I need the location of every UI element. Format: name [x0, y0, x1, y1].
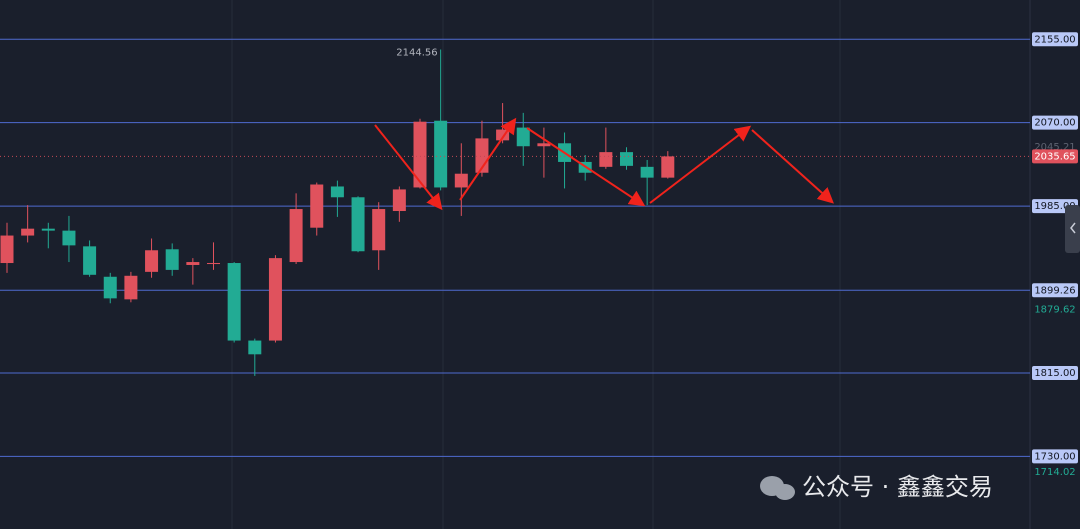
candle-body [186, 262, 200, 265]
candle-body [0, 235, 14, 264]
price-label: 1714.02 [1034, 467, 1075, 478]
candle-body [661, 156, 675, 178]
candle-body [537, 143, 551, 147]
y-tick-label: 1815.00 [1034, 368, 1075, 379]
price-label-box [1032, 32, 1078, 47]
faded-price-label: 2045.21 [1034, 142, 1075, 153]
y-tick-label: 2155.00 [1034, 34, 1075, 45]
plot: 2155.00 2070.00 1985.00 1899.26 1815.00 1730.… [0, 32, 1078, 478]
candle-body [83, 246, 97, 275]
candle-body [640, 166, 654, 178]
candle-body [372, 209, 386, 251]
watermark: 公众号 · 鑫鑫交易 [802, 473, 993, 501]
candle-body [41, 228, 55, 231]
candle-body [310, 184, 324, 228]
price-label-box [1032, 283, 1078, 298]
candle-body [165, 249, 179, 270]
candle-body [351, 197, 365, 252]
candle-body [21, 228, 35, 236]
candle-body [268, 258, 282, 341]
candle-body [124, 275, 138, 300]
watermark-logo [760, 476, 795, 500]
y-tick-label: 1985.00 [1034, 201, 1075, 212]
candle-body [392, 189, 406, 212]
candle-body [62, 230, 76, 246]
candle-body [103, 276, 117, 299]
price-label-box [1032, 449, 1078, 464]
y-tick-label: 2070.00 [1034, 118, 1075, 129]
candle-body [599, 152, 613, 167]
y-tick-label: 1899.26 [1034, 285, 1075, 296]
candle-body [227, 263, 241, 341]
last-price-label: 2035.65 [1034, 151, 1075, 162]
candle-body [620, 152, 633, 166]
collapse-icon [1070, 222, 1076, 234]
candle-body [207, 263, 220, 265]
candle-body [454, 173, 468, 188]
high-annotation: 2144.56 [396, 48, 437, 59]
price-label: 1879.62 [1034, 305, 1075, 316]
y-tick-label: 1730.00 [1034, 451, 1075, 462]
price-label-box [1032, 115, 1078, 130]
candle-body [289, 209, 303, 263]
candle-body [434, 120, 448, 188]
price-label-box [1032, 365, 1078, 380]
last-price-box [1032, 149, 1078, 164]
candle-body [330, 186, 344, 198]
trend-arrows [374, 117, 834, 211]
candle-body [145, 250, 159, 272]
candle-body [413, 121, 427, 188]
candle-body [516, 127, 530, 147]
candle-body [248, 340, 262, 355]
